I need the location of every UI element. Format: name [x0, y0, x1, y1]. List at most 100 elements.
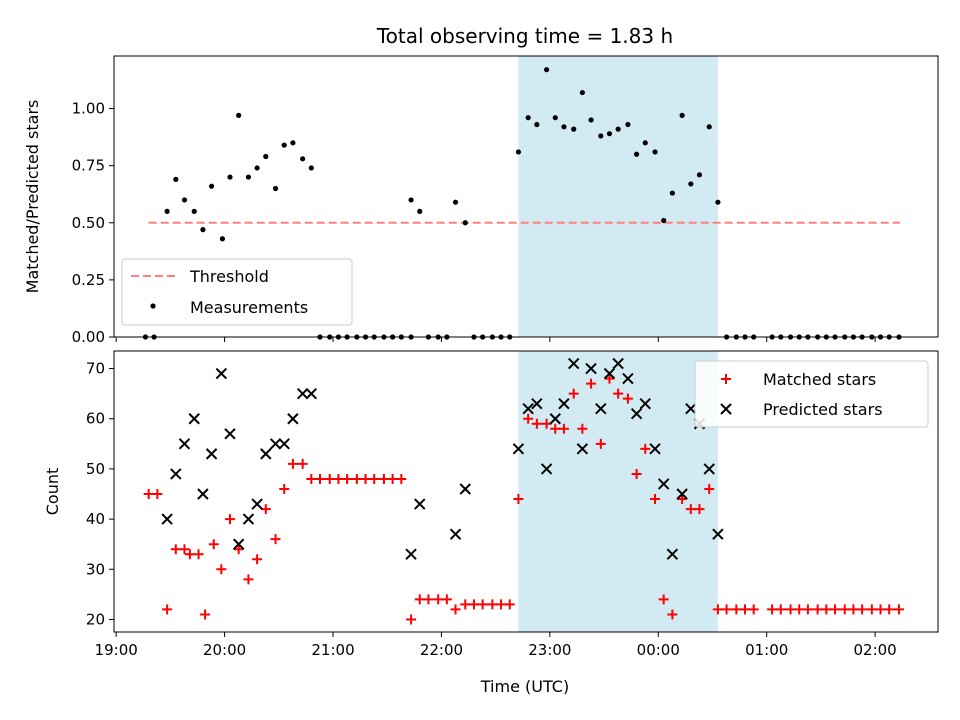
- matched-stars-point: [387, 473, 398, 484]
- matched-stars-point: [306, 473, 317, 484]
- matched-stars-point: [884, 604, 895, 615]
- predicted-stars-point: [639, 397, 651, 410]
- matched-stars-point: [640, 443, 651, 454]
- predicted-stars-point: [224, 428, 236, 440]
- matched-stars-point: [857, 604, 868, 615]
- legend-top: Threshold Measurements: [121, 258, 353, 326]
- matched-stars-point: [468, 599, 479, 610]
- predicted-stars-point: [666, 548, 679, 560]
- predicted-stars-point: [205, 448, 218, 460]
- matched-stars-point: [233, 544, 244, 555]
- matched-stars-point: [324, 473, 335, 484]
- predicted-stars-point: [595, 402, 607, 415]
- measurement-point: [281, 142, 287, 148]
- panel-frame: [113, 55, 939, 338]
- predicted-stars-point: [512, 443, 525, 455]
- predicted-stars-point: [630, 408, 643, 420]
- predicted-stars-point: [170, 468, 182, 480]
- measurement-point: [173, 176, 179, 182]
- predicted-stars-point: [567, 357, 580, 370]
- x-tick-label: 01:00: [745, 641, 788, 659]
- predicted-stars-point: [612, 357, 624, 370]
- panel-frame: [113, 350, 939, 633]
- measurement-point: [408, 197, 414, 203]
- matched-stars-point: [342, 473, 353, 484]
- matched-stars-point: [243, 574, 254, 585]
- matched-stars-point: [260, 504, 271, 515]
- y-tick-label: 0.25: [72, 271, 105, 289]
- measurement-point: [642, 140, 648, 146]
- matched-stars-point: [477, 599, 488, 610]
- matched-stars-point: [712, 604, 723, 615]
- measurement-point: [191, 208, 197, 214]
- y-axis-title: Count: [43, 468, 62, 516]
- measurement-point: [688, 181, 694, 187]
- legend-matched-label: Matched stars: [763, 370, 876, 389]
- matched-stars-point: [785, 604, 796, 615]
- measurement-point: [164, 208, 170, 214]
- measurement-point: [236, 112, 242, 118]
- predicted-stars-point: [260, 448, 272, 460]
- matched-stars-point: [550, 423, 561, 434]
- matched-stars-point: [667, 609, 678, 620]
- matched-stars-point: [360, 473, 371, 484]
- legend-predicted-swatch: [720, 403, 732, 415]
- y-tick-label: 1.00: [72, 100, 105, 118]
- x-axis-title: Time (UTC): [480, 677, 569, 696]
- predicted-stars-point: [296, 387, 309, 400]
- matched-stars-point: [568, 388, 579, 399]
- matched-stars-point: [802, 604, 813, 615]
- matched-stars-point: [848, 604, 859, 615]
- bottom-panel: 19:00 20:00 21:00 22:00 23:00 00:00 01:00 02:00…: [43, 350, 939, 659]
- y-axis-title: Matched/Predicted stars: [23, 100, 42, 294]
- matched-stars-point: [504, 599, 515, 610]
- matched-stars-point: [721, 604, 732, 615]
- matched-stars-point: [287, 458, 298, 469]
- matched-stars-point: [558, 423, 569, 434]
- matched-stars-point: [821, 604, 832, 615]
- predicted-stars-point: [197, 488, 209, 500]
- matched-stars-point: [315, 473, 325, 484]
- predicted-stars-point: [242, 513, 255, 525]
- matched-stars-point: [333, 473, 344, 484]
- matched-stars-point: [414, 594, 425, 605]
- measurement-point: [534, 121, 540, 128]
- legend-frame: [121, 258, 353, 326]
- measurement-point: [652, 149, 658, 155]
- legend-predicted-label: Predicted stars: [763, 400, 883, 419]
- predicted-stars-point: [585, 362, 597, 375]
- legend-frame: [694, 360, 929, 428]
- measurement-point: [525, 115, 531, 121]
- matched-stars-point: [208, 539, 219, 550]
- measurement-point: [300, 156, 306, 162]
- measurement-point: [515, 149, 522, 155]
- measurement-point: [598, 133, 604, 139]
- matched-stars-point: [378, 473, 389, 484]
- matched-stars-point: [740, 604, 751, 615]
- legend-bottom: Matched stars Predicted stars: [694, 360, 929, 428]
- measurement-point: [290, 140, 296, 146]
- y-tick-label: 30: [86, 560, 105, 578]
- matched-stars-point: [369, 473, 380, 484]
- matched-stars-point: [351, 473, 362, 484]
- matched-stars-point: [631, 468, 642, 479]
- predicted-stars-point: [414, 498, 426, 510]
- matched-stars-point: [694, 504, 705, 515]
- x-tick-label: 22:00: [420, 641, 463, 659]
- matched-stars-point: [396, 473, 407, 484]
- measurement-point: [272, 185, 279, 192]
- x-tick-label: 00:00: [637, 641, 680, 659]
- matched-stars-point: [225, 514, 236, 525]
- matched-stars-point: [162, 604, 173, 615]
- y-tick-label: 70: [86, 360, 105, 378]
- predicted-stars-point: [540, 463, 553, 475]
- predicted-stars-point: [269, 438, 282, 450]
- matched-stars-point: [748, 604, 759, 615]
- matched-stars-point: [731, 604, 742, 615]
- predicted-stars-point: [405, 548, 417, 560]
- predicted-stars-point: [531, 397, 543, 410]
- y-tick-label: 0.50: [72, 214, 105, 232]
- matched-stars-point: [441, 594, 452, 605]
